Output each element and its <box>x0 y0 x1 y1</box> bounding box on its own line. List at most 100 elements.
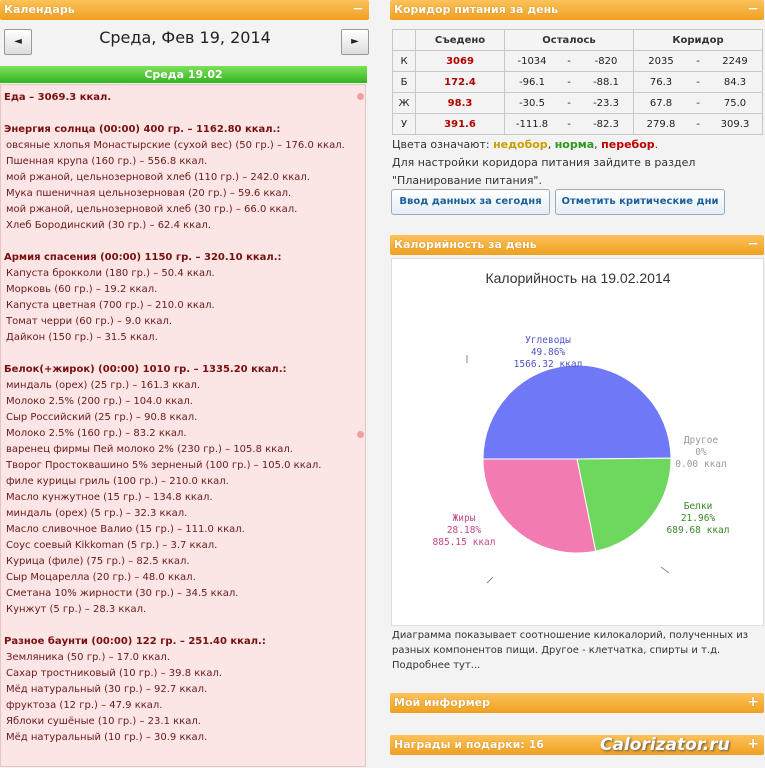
meal-group-title: Белок(+жирок) (00:00) 1010 гр. – 1335.20… <box>4 364 287 375</box>
food-item: Молоко 2.5% (200 гр.) – 104.0 ккал. <box>6 396 193 407</box>
pie-label-kcal: 1566.32 ккал <box>514 359 583 370</box>
pie-label-name: Другое <box>684 435 719 446</box>
pie-label-kcal: 0.00 ккал <box>675 459 726 470</box>
range-from: 279.8 <box>633 113 688 135</box>
dash: - <box>559 71 579 93</box>
drag-handle-icon[interactable] <box>357 431 364 438</box>
food-item: Масло кунжутное (15 гр.) – 134.8 ккал. <box>6 492 213 503</box>
pie-label-name: Жиры <box>453 513 476 524</box>
corridor-row: У 391.6 -111.8- -82.3 279.8-309.3 <box>392 113 763 135</box>
more-details-link[interactable]: Подробнее тут... <box>392 660 481 671</box>
dash: - <box>688 113 708 135</box>
food-item: Сыр Российский (25 гр.) – 90.8 ккал. <box>6 412 198 423</box>
expand-icon[interactable]: + <box>747 694 759 710</box>
left-to: -23.3 <box>579 92 634 114</box>
food-item: Соус соевый Kikkoman (5 гр.) – 3.7 ккал. <box>6 540 218 551</box>
food-diary: Еда – 3069.3 ккал. Энергия солнца (00:00)… <box>0 84 366 767</box>
food-item: Капуста брокколи (180 гр.) – 50.4 ккал. <box>6 268 215 279</box>
food-item: Кунжут (5 гр.) – 28.3 ккал. <box>6 604 147 615</box>
pie-label-name: Углеводы <box>525 335 571 346</box>
range-to: 2249 <box>708 50 763 72</box>
eaten-value: 172.4 <box>415 71 505 93</box>
collapse-icon[interactable]: − <box>747 236 759 252</box>
prev-day-button[interactable]: ◄ <box>4 29 32 55</box>
food-item: Мёд натуральный (30 гр.) – 92.7 ккал. <box>6 684 208 695</box>
collapse-icon[interactable]: − <box>747 1 759 17</box>
pie-slice-3[interactable] <box>482 458 597 554</box>
pie-slice-2[interactable] <box>576 457 672 552</box>
food-item: Морковь (60 гр.) – 19.2 ккал. <box>6 284 158 295</box>
pie-label-pct: 21.96% <box>681 513 716 524</box>
food-item: Сыр Моцарелла (20 гр.) – 48.0 ккал. <box>6 572 196 583</box>
calendar-panel-title: Календарь <box>4 3 75 16</box>
corridor-table-body: К 3069 -1034- -820 2035-2249 Б 172.4 -96.1- -88.… <box>392 50 763 135</box>
left-from: -111.8 <box>504 113 559 135</box>
food-item: миндаль (орех) (25 гр.) – 161.3 ккал. <box>6 380 201 391</box>
awards-panel-title: Награды и подарки: 16 <box>394 738 544 751</box>
food-item: мой ржаной, цельнозерновой хлеб (30 гр.)… <box>6 204 298 215</box>
pie-label-name: Белки <box>684 501 713 512</box>
corridor-header-empty <box>392 29 416 51</box>
eaten-value: 98.3 <box>415 92 505 114</box>
food-item: Хлеб Бородинский (30 гр.) – 62.4 ккал. <box>6 220 211 231</box>
calendar-panel-header[interactable]: Календарь − <box>0 0 369 20</box>
eaten-value: 3069 <box>415 50 505 72</box>
pie-label-kcal: 689.68 ккал <box>667 525 730 536</box>
food-item: миндаль (орех) (5 гр.) – 32.3 ккал. <box>6 508 188 519</box>
food-item: Молоко 2.5% (160 гр.) – 83.2 ккал. <box>6 428 187 439</box>
range-to: 309.3 <box>708 113 763 135</box>
left-to: -88.1 <box>579 71 634 93</box>
corridor-panel-header[interactable]: Коридор питания за день − <box>390 0 764 20</box>
corridor-header-left: Осталось <box>504 29 634 51</box>
color-legend: Цвета означают: недобор, норма, перебор. <box>392 138 658 151</box>
corridor-header-range: Коридор <box>633 29 763 51</box>
corridor-row: К 3069 -1034- -820 2035-2249 <box>392 50 763 72</box>
food-item: Масло сливочное Валио (15 гр.) – 111.0 к… <box>6 524 245 535</box>
dash: - <box>559 113 579 135</box>
pie-label-pct: 28.18% <box>447 525 482 536</box>
meal-group-title: Разное баунти (00:00) 122 гр. – 251.40 к… <box>4 636 266 647</box>
food-item: Земляника (50 гр.) – 17.0 ккал. <box>6 652 170 663</box>
range-to: 84.3 <box>708 71 763 93</box>
calories-pie-chart: Калорийность на 19.02.2014 Углеводы49.86… <box>433 270 730 584</box>
row-key: К <box>392 50 416 72</box>
expand-icon[interactable]: + <box>747 736 759 752</box>
collapse-icon[interactable]: − <box>352 1 364 17</box>
legend-norm: норма <box>554 138 595 151</box>
input-today-button[interactable]: Ввод данных за сегодня <box>391 189 550 215</box>
food-item: овсяные хлопья Монастырские (сухой вес) … <box>6 140 345 151</box>
next-day-button[interactable]: ► <box>341 29 369 55</box>
watermark: Calorizator.ru <box>600 735 730 755</box>
pie-label-pct: 0% <box>695 447 707 458</box>
food-item: Пшенная крупа (160 гр.) – 556.8 ккал. <box>6 156 208 167</box>
corridor-row: Ж 98.3 -30.5- -23.3 67.8-75.0 <box>392 92 763 114</box>
food-item: мой ржаной, цельнозерновой хлеб (110 гр.… <box>6 172 310 183</box>
food-item: варенец фирмы Пей молоко 2% (230 гр.) – … <box>6 444 293 455</box>
corridor-header-eaten: Съедено <box>415 29 505 51</box>
food-item: Курица (филе) (75 гр.) – 82.5 ккал. <box>6 556 190 567</box>
legend-over: перебор <box>601 138 655 151</box>
food-item: фруктоза (12 гр.) – 47.9 ккал. <box>6 700 163 711</box>
awards-panel-header[interactable]: Награды и подарки: 16 + <box>390 735 764 755</box>
drag-handle-icon[interactable] <box>357 93 364 100</box>
calories-panel-header[interactable]: Калорийность за день − <box>390 235 764 255</box>
informer-panel-header[interactable]: Мой информер + <box>390 693 764 713</box>
food-item: Мука пшеничная цельнозерновая (20 гр.) –… <box>6 188 292 199</box>
range-to: 75.0 <box>708 92 763 114</box>
date-title: Среда, Фев 19, 2014 <box>99 28 271 47</box>
informer-panel-title: Мой информер <box>394 696 491 709</box>
dash: - <box>559 50 579 72</box>
food-item: Яблоки сушёные (10 гр.) – 23.1 ккал. <box>6 716 201 727</box>
corridor-panel-title: Коридор питания за день <box>394 3 559 16</box>
legend-prefix: Цвета означают: <box>392 138 490 151</box>
legend-separator: , <box>547 138 552 151</box>
chart-desc-line1: Диаграмма показывает соотношение килокал… <box>392 630 749 641</box>
chart-title: Калорийность на 19.02.2014 <box>485 270 670 286</box>
pie-slice-0[interactable] <box>482 364 672 460</box>
dash: - <box>559 92 579 114</box>
corridor-note-line1: Для настройки коридора питания зайдите в… <box>392 156 696 169</box>
left-to: -820 <box>579 50 634 72</box>
diary-total: Еда – 3069.3 ккал. <box>4 92 112 103</box>
corridor-row: Б 172.4 -96.1- -88.1 76.3-84.3 <box>392 71 763 93</box>
mark-critical-days-button[interactable]: Отметить критические дни <box>555 189 725 215</box>
